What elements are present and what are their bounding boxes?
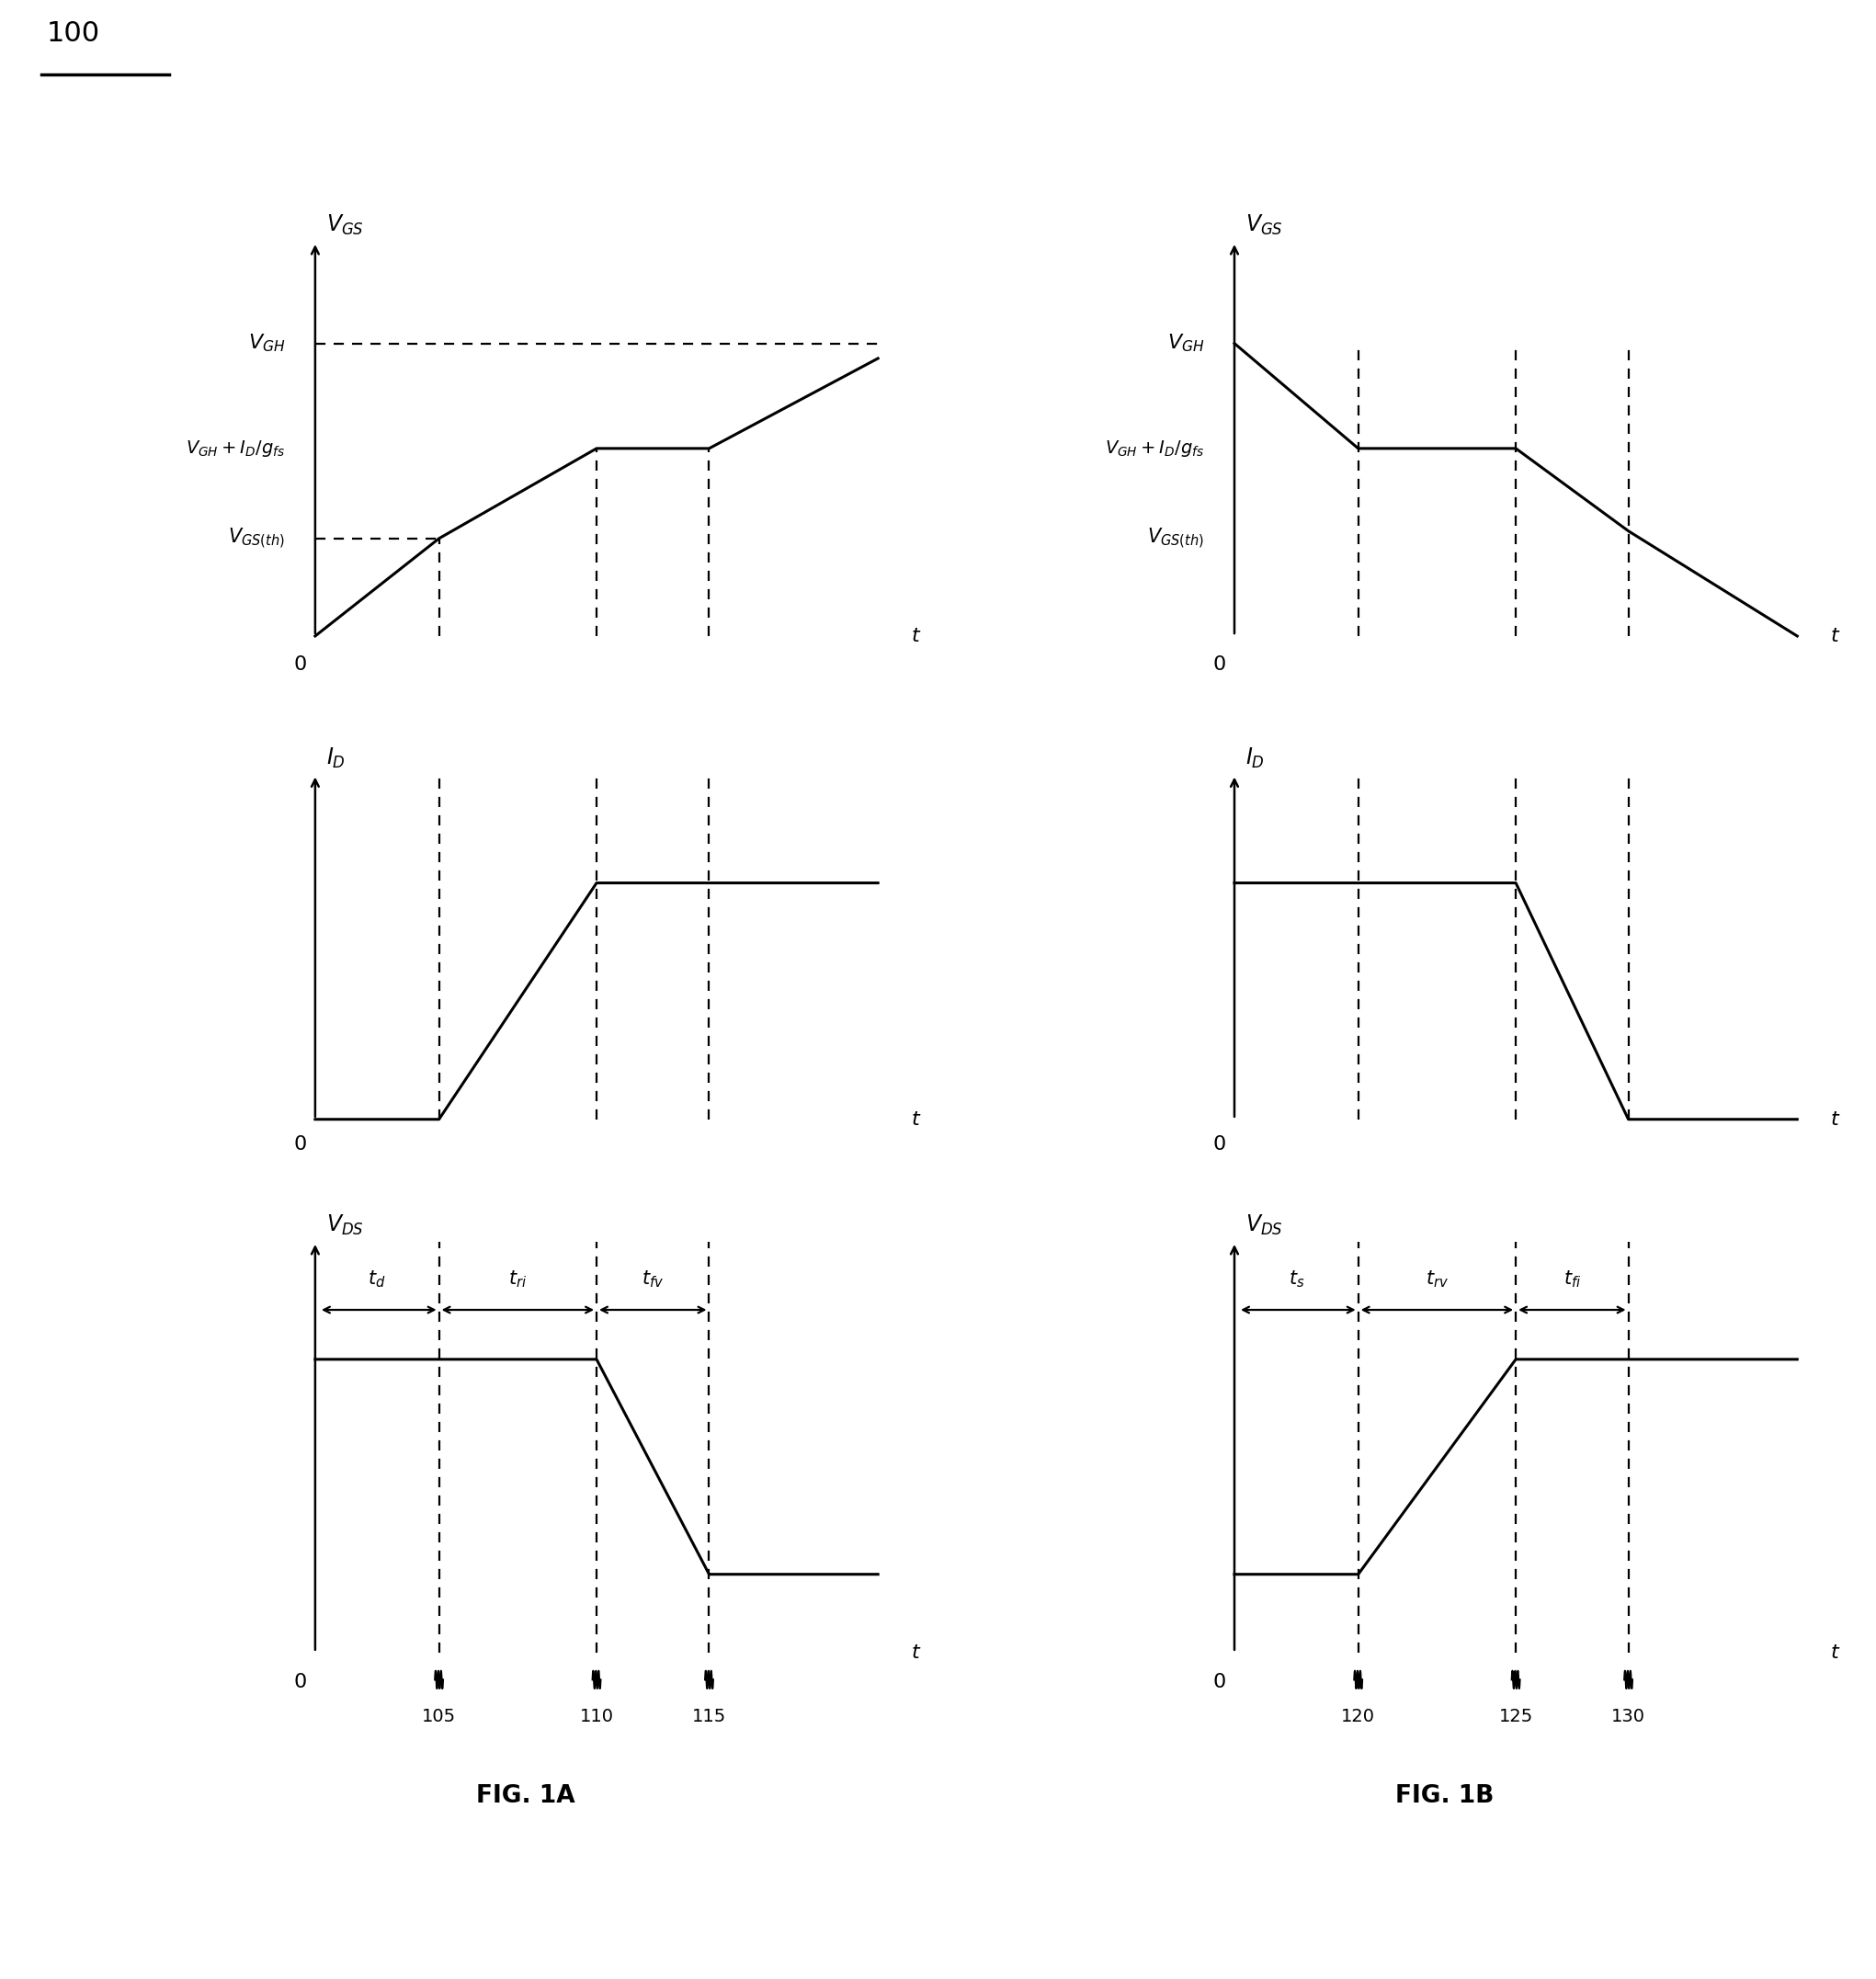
Text: $V_{GH}+I_D/g_{fs}$: $V_{GH}+I_D/g_{fs}$ bbox=[186, 437, 285, 459]
Text: 105: 105 bbox=[422, 1708, 456, 1726]
Text: $t_s$: $t_s$ bbox=[1289, 1269, 1304, 1290]
Text: t: t bbox=[1831, 1643, 1838, 1662]
Text: 0: 0 bbox=[1214, 655, 1225, 673]
Text: $V_{GS(th)}$: $V_{GS(th)}$ bbox=[1148, 526, 1204, 550]
Text: 0: 0 bbox=[1214, 1672, 1225, 1692]
Text: FIG. 1B: FIG. 1B bbox=[1396, 1783, 1493, 1809]
Text: $V_{GH}$: $V_{GH}$ bbox=[248, 332, 285, 354]
Text: t: t bbox=[1831, 1110, 1838, 1128]
Text: 125: 125 bbox=[1499, 1708, 1533, 1726]
Text: 0: 0 bbox=[1214, 1136, 1225, 1154]
Text: $I_D$: $I_D$ bbox=[1246, 746, 1264, 770]
Text: $V_{DS}$: $V_{DS}$ bbox=[1246, 1213, 1283, 1237]
Text: 120: 120 bbox=[1341, 1708, 1375, 1726]
Text: FIG. 1A: FIG. 1A bbox=[477, 1783, 574, 1809]
Text: $t_d$: $t_d$ bbox=[368, 1269, 386, 1290]
Text: $V_{GS}$: $V_{GS}$ bbox=[1246, 214, 1283, 237]
Text: 0: 0 bbox=[295, 1672, 306, 1692]
Text: $t_{rv}$: $t_{rv}$ bbox=[1426, 1269, 1448, 1290]
Text: t: t bbox=[1831, 627, 1838, 645]
Text: $V_{GH}$: $V_{GH}$ bbox=[1167, 332, 1204, 354]
Text: $t_{fv}$: $t_{fv}$ bbox=[642, 1269, 664, 1290]
Text: $V_{GS}$: $V_{GS}$ bbox=[326, 214, 364, 237]
Text: $I_D$: $I_D$ bbox=[326, 746, 345, 770]
Text: 0: 0 bbox=[295, 1136, 306, 1154]
Text: t: t bbox=[912, 1643, 919, 1662]
Text: 115: 115 bbox=[692, 1708, 726, 1726]
Text: 130: 130 bbox=[1611, 1708, 1645, 1726]
Text: $V_{DS}$: $V_{DS}$ bbox=[326, 1213, 364, 1237]
Text: $V_{GH}+I_D/g_{fs}$: $V_{GH}+I_D/g_{fs}$ bbox=[1105, 437, 1204, 459]
Text: $t_{ri}$: $t_{ri}$ bbox=[508, 1269, 527, 1290]
Text: 0: 0 bbox=[295, 655, 306, 673]
Text: t: t bbox=[912, 1110, 919, 1128]
Text: $V_{GS(th)}$: $V_{GS(th)}$ bbox=[229, 526, 285, 550]
Text: 110: 110 bbox=[580, 1708, 613, 1726]
Text: t: t bbox=[912, 627, 919, 645]
Text: 100: 100 bbox=[47, 20, 99, 47]
Text: $t_{fi}$: $t_{fi}$ bbox=[1563, 1269, 1581, 1290]
